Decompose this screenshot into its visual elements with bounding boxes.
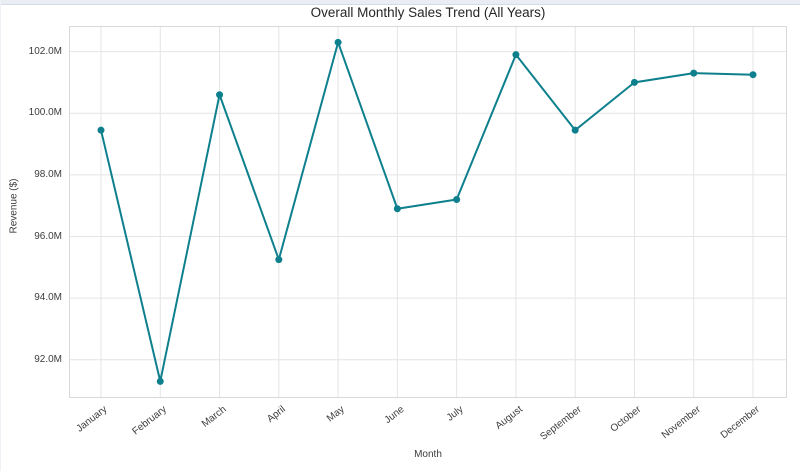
x-tick-label-june: June [382,404,407,427]
data-point-march [216,91,224,99]
x-tick-label-december: December [718,404,762,442]
window-top-strip [1,0,800,5]
x-tick-label-march: March [199,404,229,430]
data-point-february [156,377,164,385]
x-tick-label-september: September [538,404,584,443]
y-tick-label: 94.0M [34,292,62,304]
revenue-trend-line [100,41,754,383]
y-tick-label: 102.0M [28,45,62,57]
data-point-january [97,126,105,134]
y-tick-label: 96.0M [34,230,62,242]
data-point-april [275,256,283,264]
chart-title: Overall Monthly Sales Trend (All Years) [310,5,546,20]
data-point-august [512,51,520,59]
data-point-may [334,38,342,46]
plot-area [69,26,787,398]
y-tick-label: 100.0M [28,107,62,119]
data-point-july [453,196,461,204]
plot-frame [69,26,787,398]
data-point-november [690,69,698,77]
x-axis-title: Month [414,449,442,460]
x-tick-label-january: January [74,404,110,435]
y-tick-label: 92.0M [34,353,62,365]
y-tick-label: 98.0M [34,168,62,180]
data-point-december [749,71,757,79]
x-tick-label-february: February [130,404,170,438]
x-tick-label-october: October [608,404,644,435]
x-tick-label-august: August [493,404,525,432]
line-chart-canvas [69,26,787,398]
data-point-september [571,126,579,134]
data-point-october [630,78,638,86]
data-point-june [393,205,401,213]
x-tick-label-april: April [265,404,288,425]
x-tick-label-may: May [325,404,347,425]
x-tick-label-july: July [444,404,466,424]
x-tick-label-november: November [659,404,703,442]
y-axis-title: Revenue ($) [8,178,20,234]
